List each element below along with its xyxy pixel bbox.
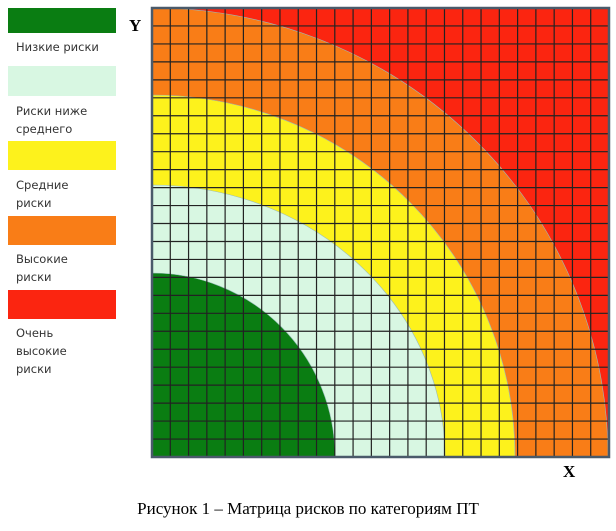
x-axis-label: X xyxy=(563,462,576,481)
legend-swatch-very-high xyxy=(8,290,116,319)
legend-label-medium: Средние риски xyxy=(16,178,69,210)
legend-label-very-high: Очень высокие риски xyxy=(16,326,67,376)
legend-swatch-low xyxy=(8,8,116,33)
legend-swatch-high xyxy=(8,216,116,245)
figure-caption: Рисунок 1 – Матрица рисков по категориям… xyxy=(137,499,479,518)
matrix-border xyxy=(150,6,611,459)
y-axis-label: Y xyxy=(129,16,142,35)
legend-label-below-medium: Риски ниже среднего xyxy=(16,104,88,136)
legend-label-high: Высокие риски xyxy=(16,252,68,284)
risk-matrix xyxy=(150,6,611,459)
legend-swatch-below-medium xyxy=(8,66,116,96)
legend-swatch-medium xyxy=(8,141,116,170)
legend-label-low: Низкие риски xyxy=(16,40,99,54)
